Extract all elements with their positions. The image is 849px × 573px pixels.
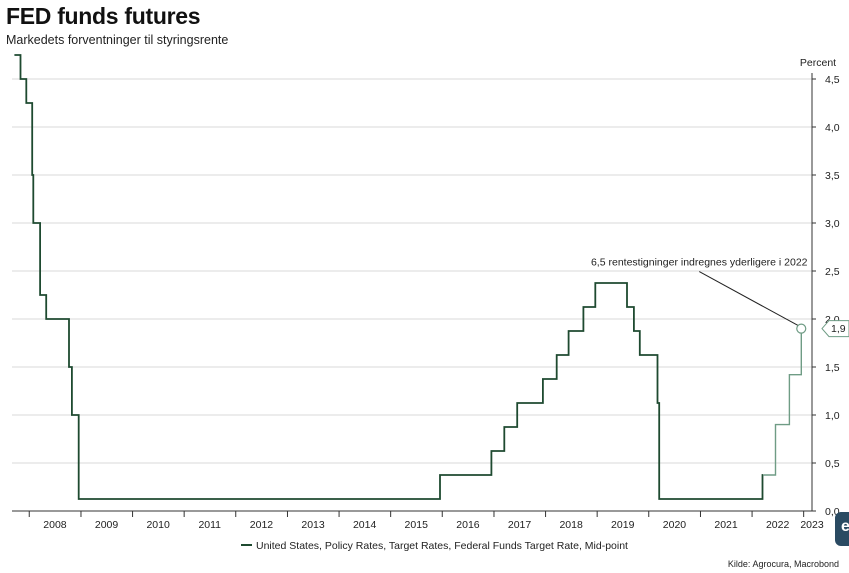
y-tick-label: 3,5 bbox=[825, 170, 840, 182]
annotation-layer: 6,5 rentestigninger indregnes yderligere… bbox=[591, 257, 849, 338]
chart-title: FED funds futures bbox=[6, 3, 201, 29]
legend: United States, Policy Rates, Target Rate… bbox=[241, 540, 628, 552]
end-value-tag bbox=[821, 320, 849, 338]
chart-subtitle: Markedets forventninger til styringsrent… bbox=[6, 33, 229, 47]
y-tick-label: 0,5 bbox=[825, 458, 840, 470]
y-tick-label: 1,5 bbox=[825, 362, 840, 374]
y-tick-label: 3,0 bbox=[825, 218, 840, 230]
x-tick-label: 2011 bbox=[198, 519, 221, 531]
series-line-actual bbox=[14, 54, 764, 500]
y-tick-label: 4,0 bbox=[825, 122, 840, 134]
series-line-expected bbox=[763, 328, 802, 476]
x-tick-label: 2022 bbox=[766, 519, 790, 531]
x-tick-label: 2009 bbox=[95, 519, 119, 531]
x-tick-label: 2012 bbox=[250, 519, 274, 531]
brand-logo-icon: e bbox=[835, 512, 849, 546]
x-tick-label: 2014 bbox=[353, 519, 377, 531]
x-tick-label: 2017 bbox=[508, 519, 532, 531]
x-tick-label: 2023 bbox=[800, 519, 824, 531]
x-tick-label: 2018 bbox=[559, 519, 583, 531]
end-point-marker bbox=[796, 323, 807, 334]
y-tick-label: 1,0 bbox=[825, 410, 840, 422]
source-note: Kilde: Agrocura, Macrobond bbox=[727, 559, 839, 569]
x-tick-label: 2021 bbox=[714, 519, 738, 531]
legend-label: United States, Policy Rates, Target Rate… bbox=[256, 540, 628, 552]
y-tick-label: 4,5 bbox=[825, 74, 840, 86]
x-tick-label: 2008 bbox=[43, 519, 67, 531]
annotation-leader-line bbox=[699, 271, 799, 327]
y-axis-label: Percent bbox=[800, 57, 836, 69]
gridlines bbox=[12, 78, 812, 464]
x-tick-label: 2013 bbox=[301, 519, 325, 531]
x-tick-label: 2010 bbox=[146, 519, 170, 531]
series-lines bbox=[14, 54, 802, 500]
x-tick-label: 2019 bbox=[611, 519, 635, 531]
end-value-label: 1,9 bbox=[831, 323, 846, 335]
x-tick-label: 2016 bbox=[456, 519, 480, 531]
x-tick-label: 2020 bbox=[663, 519, 687, 531]
annotation-text: 6,5 rentestigninger indregnes yderligere… bbox=[591, 257, 808, 269]
x-tick-label: 2015 bbox=[405, 519, 429, 531]
y-tick-label: 2,5 bbox=[825, 266, 840, 278]
